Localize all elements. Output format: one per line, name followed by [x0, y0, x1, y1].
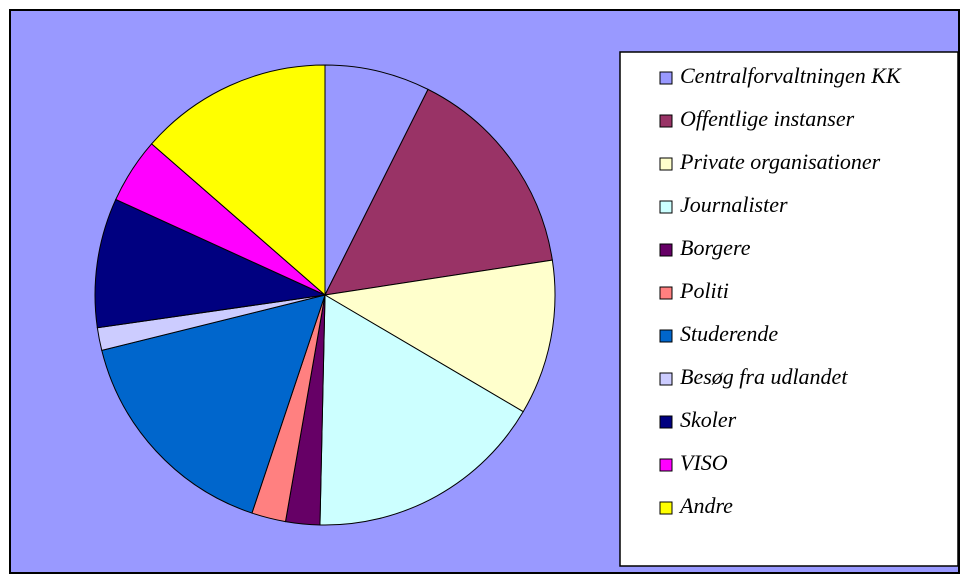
- legend-swatch: [659, 243, 673, 257]
- pie-slice: [150, 64, 326, 297]
- pie-slice: [323, 259, 556, 413]
- legend-swatch: [659, 200, 673, 214]
- legend-label: Andre: [678, 493, 733, 518]
- legend-swatch: [659, 372, 673, 386]
- legend-swatch: [659, 71, 673, 85]
- pie-slice: [94, 198, 327, 329]
- legend-swatch: [659, 458, 673, 472]
- legend-label: Skoler: [680, 407, 737, 432]
- pie-slice: [324, 64, 429, 296]
- legend-swatch: [659, 114, 673, 128]
- legend-label: Borgere: [680, 235, 751, 260]
- pie-slice: [319, 294, 524, 526]
- legend-swatch: [659, 501, 673, 515]
- legend-label: Offentlige instanser: [680, 106, 855, 131]
- legend-label: Besøg fra udlandet: [680, 364, 848, 389]
- legend-label: Politi: [679, 278, 729, 303]
- legend-swatch: [659, 415, 673, 429]
- legend-swatch: [659, 157, 673, 171]
- pie-slice: [101, 294, 326, 514]
- legend-label: VISO: [680, 450, 728, 475]
- legend-label: Journalister: [680, 192, 788, 217]
- legend-label: Centralforvaltningen KK: [680, 63, 902, 88]
- pie-slice: [324, 88, 553, 296]
- legend: [619, 51, 959, 567]
- legend-label: Private organisationer: [679, 149, 881, 174]
- legend-swatch: [659, 286, 673, 300]
- legend-swatch: [659, 329, 673, 343]
- legend-label: Studerende: [680, 321, 778, 346]
